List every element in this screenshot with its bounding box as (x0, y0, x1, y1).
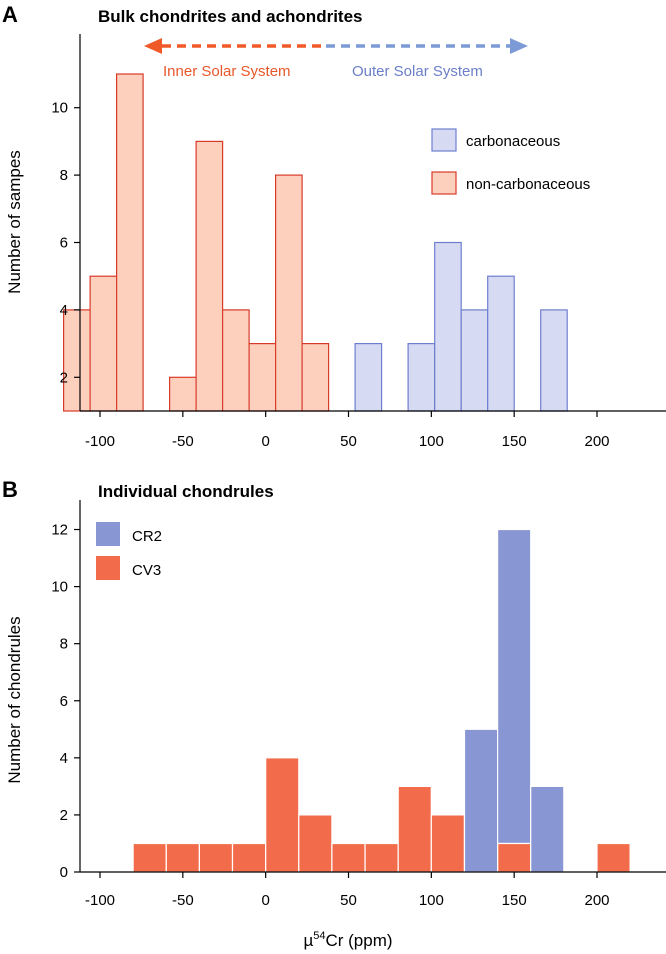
cv3-bar (165, 842, 201, 873)
inner-arrow-head (144, 38, 162, 54)
panel-b-x-tick-label: 50 (340, 892, 357, 909)
legend-cr2-swatch (96, 522, 120, 546)
panel-b-y-tick-label: 4 (60, 750, 68, 767)
panel-a-x-tick-label: 50 (340, 433, 357, 450)
carbonaceous-bar (434, 241, 462, 412)
cv3-bar (231, 842, 267, 873)
panel-a-bars (62, 73, 568, 412)
panel-b-y-tick-label: 6 (60, 693, 68, 710)
panel-a-letter: A (2, 2, 18, 27)
legend-cv3-label: CV3 (132, 562, 161, 579)
panel-a-ylabel: Number of sampes (5, 150, 24, 294)
panel-b-xlabel: µ54Cr (ppm) (303, 930, 392, 950)
cv3-bar (430, 814, 465, 873)
panel-a-y-tick-label: 6 (60, 235, 68, 252)
panel-b-y-tick-label: 10 (51, 579, 68, 596)
panel-b-letter: B (2, 477, 18, 502)
panel-a-legend: carbonaceous non-carbonaceous (431, 128, 590, 195)
panel-b-x-tick-label: 100 (419, 892, 444, 909)
panel-b-x-tick-label: -100 (85, 892, 115, 909)
panel-a-x-tick-label: -50 (172, 433, 194, 450)
legend-noncarbonaceous-label: non-carbonaceous (466, 176, 590, 193)
legend-cv3-swatch (96, 556, 120, 580)
panel-b-y-tick-label: 8 (60, 636, 68, 653)
carbonaceous-bar (540, 309, 568, 412)
outer-solar-system-label: Outer Solar System (352, 63, 483, 80)
cv3-bar (298, 814, 333, 873)
panel-b-legend: CR2 CV3 (96, 522, 162, 580)
panel-a-y-tick-label: 8 (60, 167, 68, 184)
legend-noncarbonaceous-swatch (431, 171, 457, 195)
panel-b-x-tick-label: -50 (172, 892, 194, 909)
noncarbonaceous-bar (222, 309, 250, 412)
cv3-bar (497, 842, 532, 873)
panel-a-x-tick-label: -100 (85, 433, 115, 450)
cr2-bar (530, 785, 565, 873)
cv3-bar (397, 785, 432, 873)
noncarbonaceous-bar (115, 73, 144, 412)
noncarbonaceous-bar (169, 376, 197, 412)
panel-a-y-tick-label: 10 (51, 100, 68, 117)
panel-b-y-tick-label: 2 (60, 807, 68, 824)
legend-carbonaceous-swatch (431, 128, 457, 152)
panel-b: B Individual chondrules Number of chondr… (2, 477, 666, 950)
legend-cr2-label: CR2 (132, 528, 162, 545)
panel-b-x-tick-label: 200 (584, 892, 609, 909)
cv3-bar (331, 842, 366, 873)
panel-b-x-tick-label: 150 (502, 892, 527, 909)
noncarbonaceous-bar (195, 140, 224, 412)
panel-a-axes: 2 4 6 8 10 -100 -50 0 50 100 150 200 (51, 34, 666, 450)
noncarbonaceous-bar (301, 343, 330, 412)
panel-a-y-tick-label: 2 (60, 369, 68, 386)
cv3-bar (364, 842, 399, 873)
panel-a-x-tick-label: 150 (502, 433, 527, 450)
noncarbonaceous-bar (89, 275, 118, 412)
carbonaceous-bar (460, 309, 489, 412)
panel-b-y-tick-label: 12 (51, 522, 68, 539)
panel-b-title: Individual chondrules (98, 482, 274, 501)
cv3-bar (198, 842, 234, 873)
noncarbonaceous-bar (248, 343, 277, 412)
cr2-bar (497, 528, 532, 844)
cr2-bar (463, 728, 499, 873)
panel-b-ylabel: Number of chondrules (5, 616, 24, 783)
cv3-bar (596, 842, 631, 873)
panel-b-bars (132, 528, 631, 873)
solar-system-arrows: Inner Solar System Outer Solar System (144, 38, 528, 80)
panel-b-axes: 0 2 4 6 8 10 12 -100 -50 0 50 100 150 200 (51, 500, 666, 909)
noncarbonaceous-bar (275, 174, 303, 412)
inner-solar-system-label: Inner Solar System (163, 63, 291, 80)
panel-b-y-tick-label: 0 (60, 864, 68, 881)
panel-a-title: Bulk chondrites and achondrites (98, 7, 363, 26)
cv3-bar (132, 842, 167, 873)
outer-arrow-head (510, 38, 528, 54)
cv3-bar (265, 757, 300, 873)
panel-b-x-tick-label: 0 (261, 892, 269, 909)
noncarbonaceous-bar (62, 309, 91, 412)
legend-carbonaceous-label: carbonaceous (466, 133, 560, 150)
panel-a-x-tick-label: 0 (261, 433, 269, 450)
carbonaceous-bar (407, 343, 436, 412)
carbonaceous-bar (487, 275, 515, 412)
panel-a-x-tick-label: 100 (419, 433, 444, 450)
panel-a-y-tick-label: 4 (60, 302, 68, 319)
carbonaceous-bar (354, 343, 383, 412)
panel-a-x-tick-label: 200 (584, 433, 609, 450)
panel-a: A Bulk chondrites and achondrites Number… (2, 2, 666, 450)
